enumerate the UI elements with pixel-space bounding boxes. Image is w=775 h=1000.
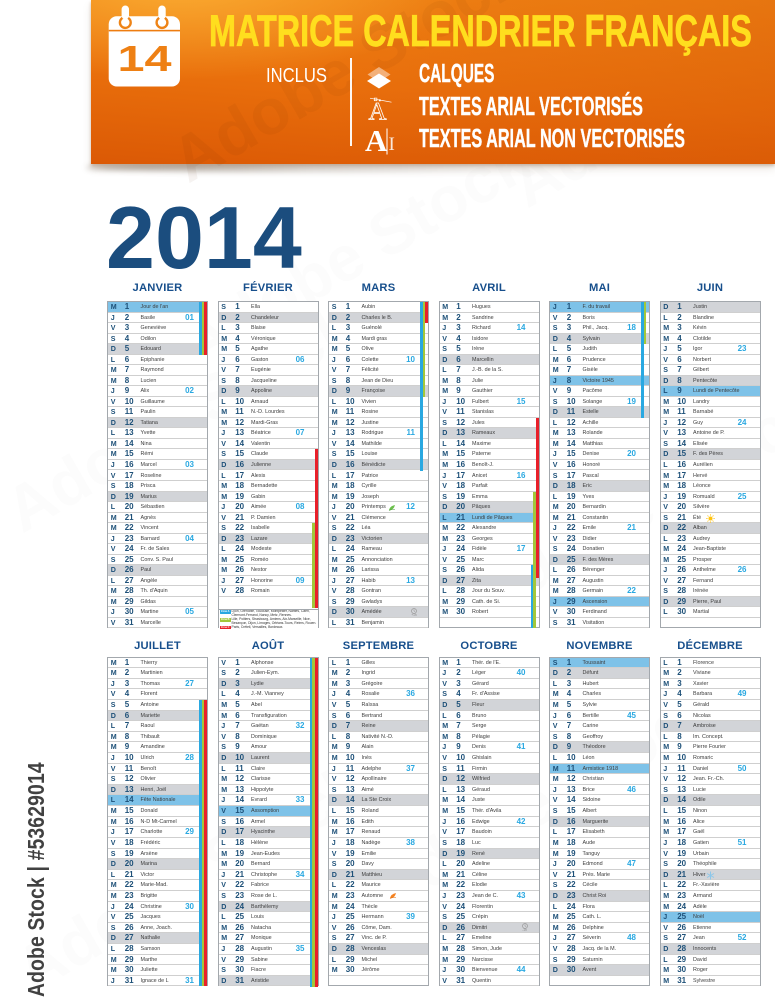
svg-text:A: A — [369, 99, 387, 123]
svg-text:A: A — [365, 127, 388, 156]
svg-text:I: I — [389, 134, 395, 155]
svg-text:14: 14 — [117, 39, 171, 79]
